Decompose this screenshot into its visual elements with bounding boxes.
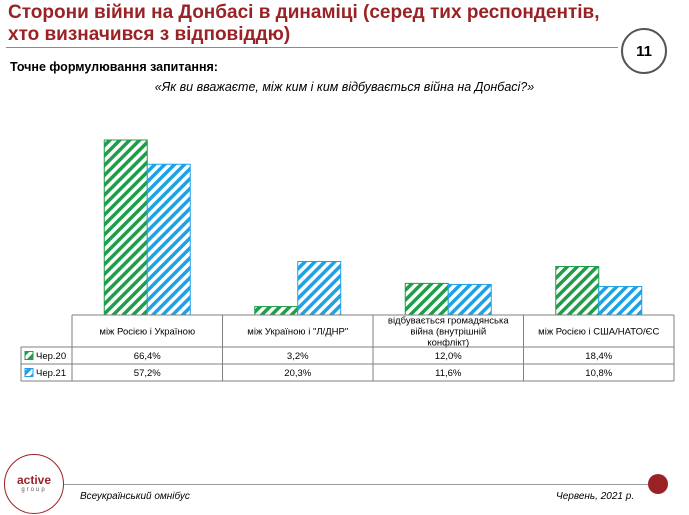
logo-main-text: active xyxy=(16,473,52,487)
footer-date: Червень, 2021 р. xyxy=(556,491,635,502)
page-title: Сторони війни на Донбасі в динаміці (сер… xyxy=(8,2,600,45)
question-text: «Як ви вважаєте, між ким і ким відбуваєт… xyxy=(154,80,535,94)
question-label: Точне формулювання запитання: xyxy=(10,60,218,74)
red-dot-decoration xyxy=(648,474,668,494)
data-label-s0-c1: 3,2% xyxy=(287,351,309,362)
data-label-s1-c1: 20,3% xyxy=(284,368,311,379)
bar-s0-c0 xyxy=(103,139,148,316)
footer-divider xyxy=(62,484,652,485)
category-label-0: між Росією і Україною xyxy=(99,327,195,338)
legend-swatch-1 xyxy=(24,368,34,377)
bar-s0-c3 xyxy=(555,266,600,316)
category-label-3: між Росією і США/НАТО/ЄС xyxy=(538,327,659,338)
data-label-s1-c3: 10,8% xyxy=(585,368,612,379)
footer-source: Всеукраїнський омнібус xyxy=(80,491,190,502)
data-label-s1-c2: 11,6% xyxy=(435,368,462,379)
bar-s1-c1 xyxy=(297,260,342,316)
bar-s0-c2 xyxy=(404,282,449,316)
bar-s1-c2 xyxy=(447,283,492,316)
data-label-s0-c2: 12,0% xyxy=(435,351,462,362)
active-group-logo: active group xyxy=(4,454,64,514)
page-number: 11 xyxy=(621,28,667,74)
bar-s1-c0 xyxy=(146,163,191,316)
logo-sub-text: group xyxy=(21,487,47,493)
data-label-s0-c0: 66,4% xyxy=(134,351,161,362)
title-divider xyxy=(6,47,618,48)
data-label-s1-c0: 57,2% xyxy=(134,368,161,379)
legend-swatch-0 xyxy=(24,351,34,360)
category-label-1: між Україною і "Л/ДНР" xyxy=(247,327,348,338)
bar-s0-c1 xyxy=(254,306,299,316)
legend-label-1: Чер.21 xyxy=(36,368,66,379)
category-label-2: відбувається громадянська війна (внутрішн… xyxy=(388,316,509,349)
bar-s1-c3 xyxy=(598,286,643,316)
legend-label-0: Чер.20 xyxy=(36,351,66,362)
data-label-s0-c3: 18,4% xyxy=(585,351,612,362)
